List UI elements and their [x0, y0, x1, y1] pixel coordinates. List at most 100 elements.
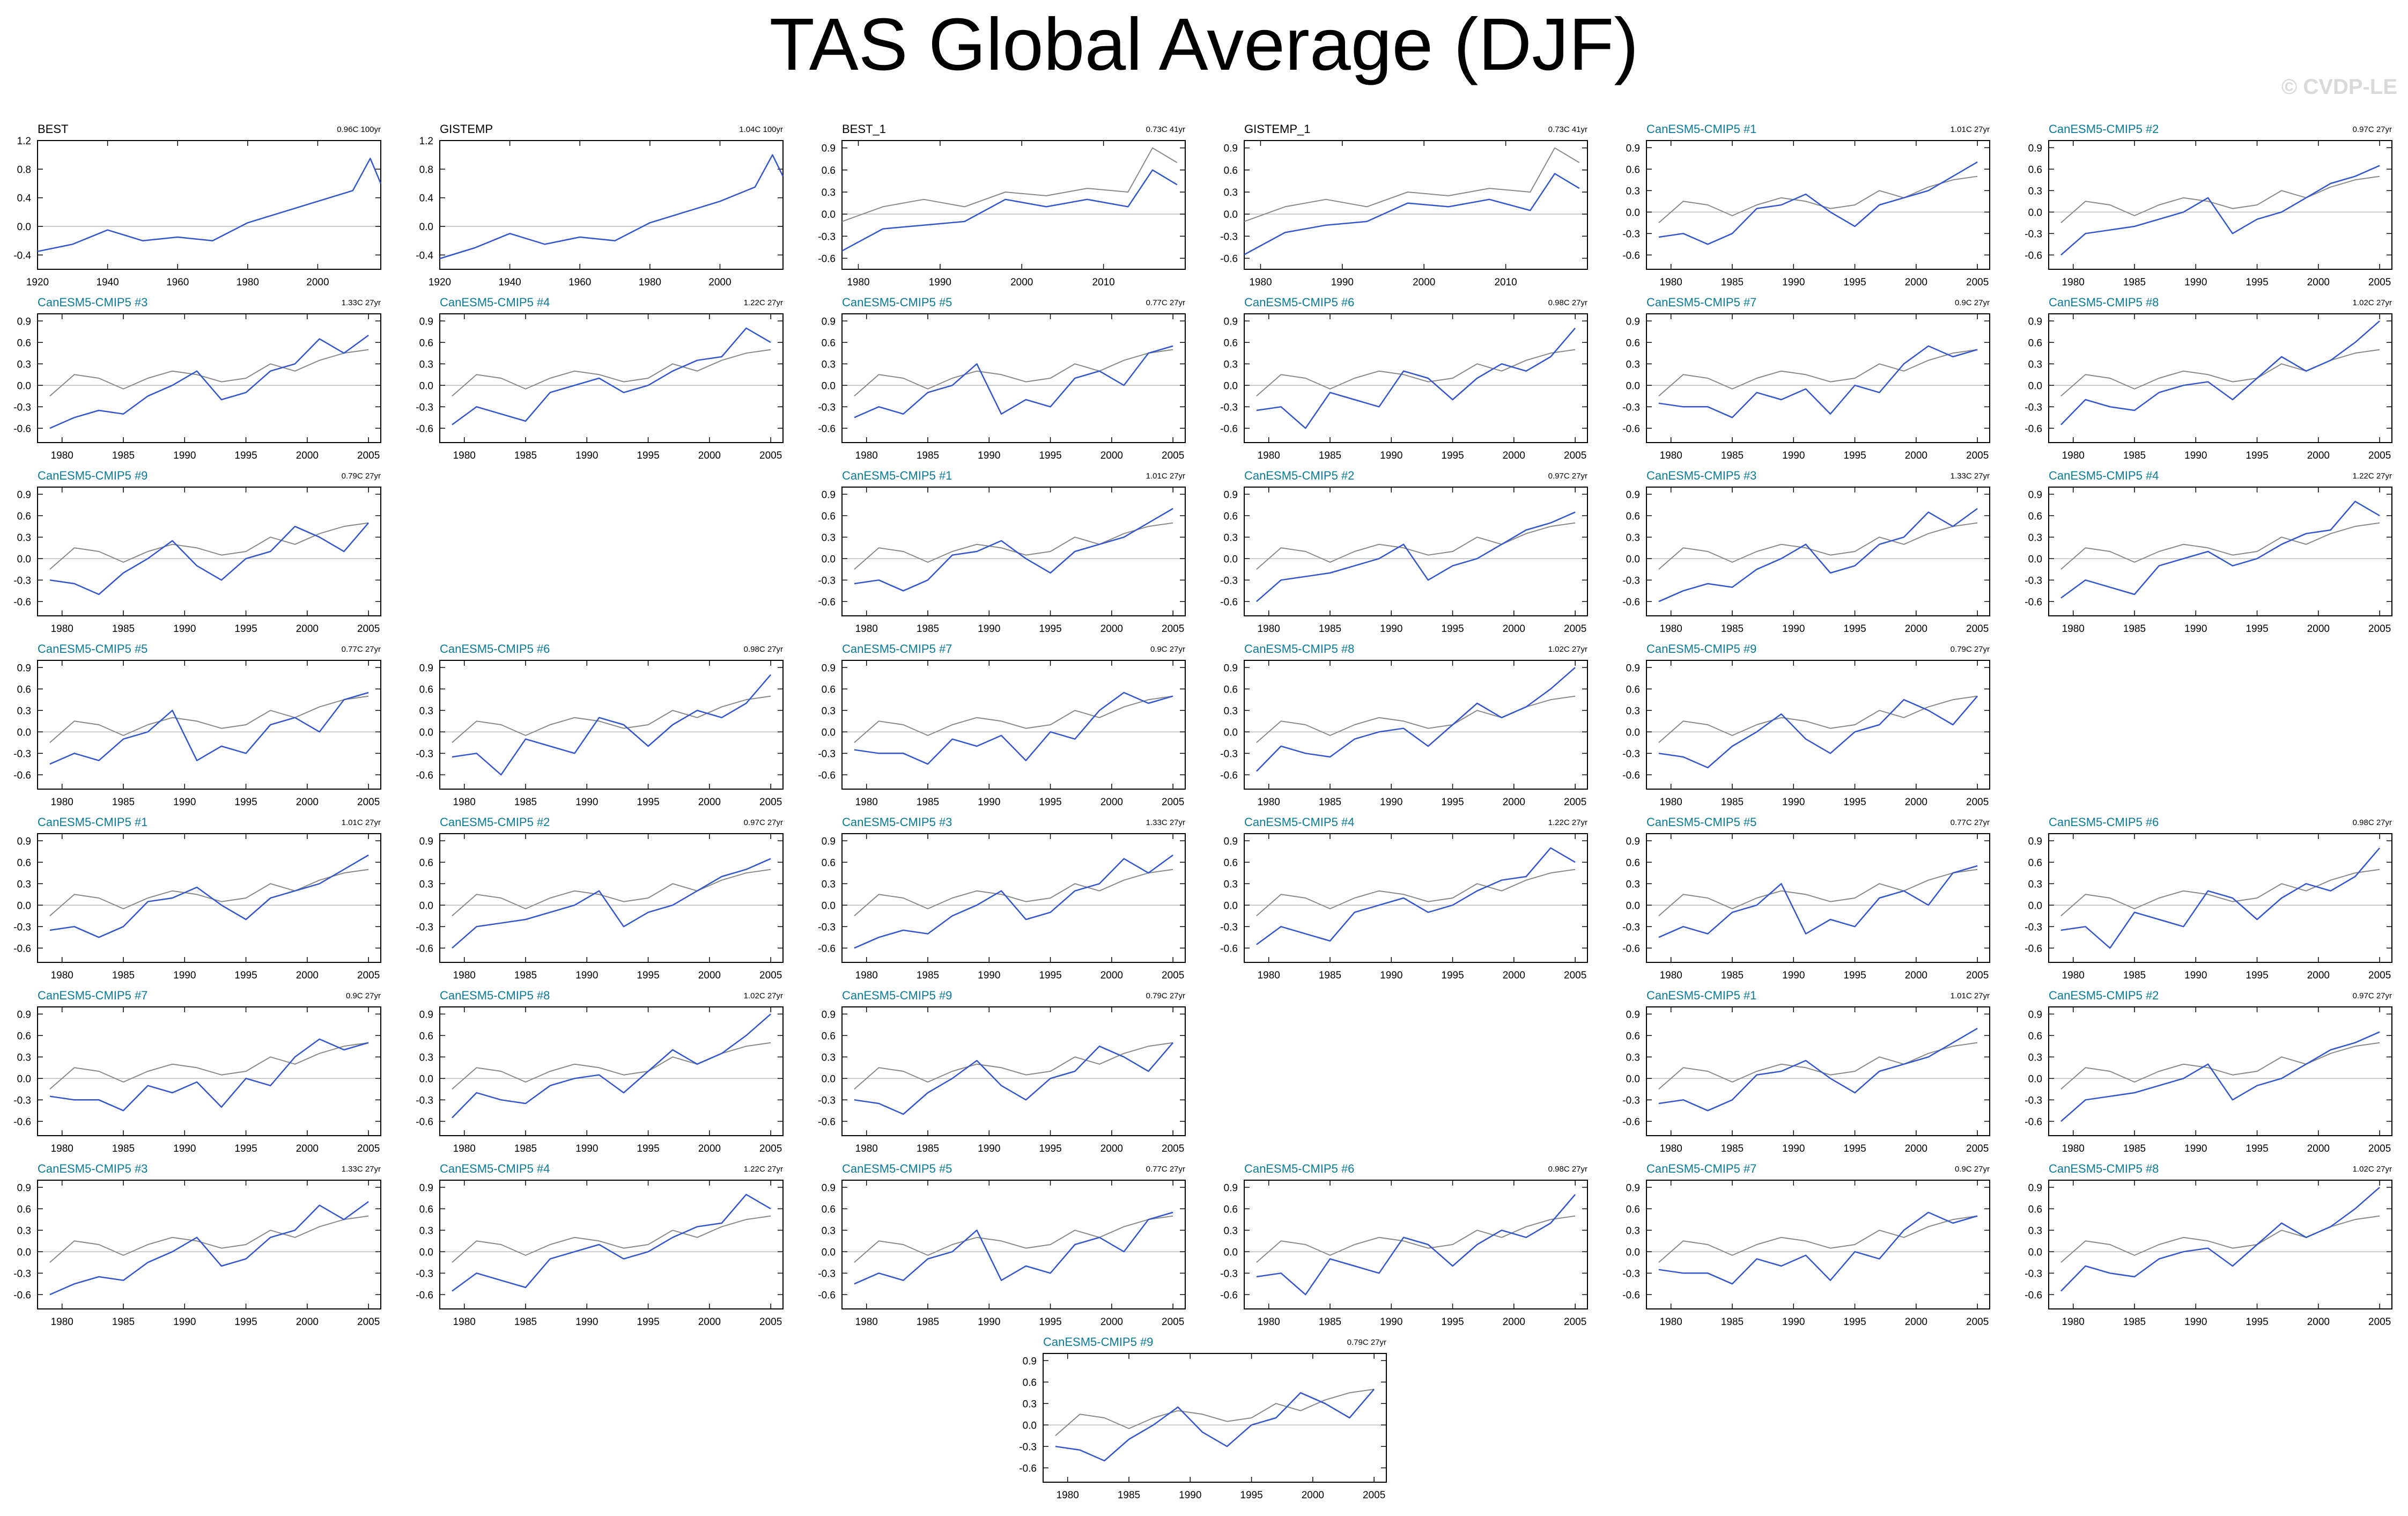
x-tick-label: 1995	[1843, 1143, 1866, 1154]
x-tick-label: 2005	[357, 1316, 380, 1328]
reference-series-line	[2060, 1215, 2380, 1263]
reference-series-line	[452, 349, 771, 397]
x-tick-label: 1985	[917, 970, 939, 981]
y-tick-label: 0.6	[822, 337, 836, 349]
series-line	[1256, 327, 1576, 429]
x-tick-label: 2000	[2307, 970, 2330, 981]
y-tick-label: 0.6	[1626, 857, 1640, 869]
x-tick-label: 1980	[51, 450, 73, 461]
x-tick-label: 1995	[1843, 623, 1866, 635]
series-line	[841, 169, 1178, 252]
panel-frame	[1043, 1353, 1387, 1483]
reference-series-line	[854, 349, 1173, 397]
panel-trend: 0.98C 27yr	[744, 645, 783, 654]
panel-label: CanESM5-CMIP5 #2	[2049, 989, 2159, 1002]
reference-series-line	[2060, 175, 2380, 224]
series-line	[1256, 847, 1576, 945]
reference-series-line	[1256, 695, 1576, 744]
x-tick-label: 1985	[1721, 1316, 1744, 1328]
reference-series-line	[2060, 522, 2380, 570]
reference-series-line	[49, 1042, 369, 1090]
x-tick-label: 1990	[2184, 277, 2207, 288]
reference-series-line	[1658, 175, 1978, 224]
panel-37: CanESM5-CMIP5 #6 0.98C 27yr -0.6 -0.3 0.0 0.3…	[1220, 1162, 1588, 1328]
panel-29: CanESM5-CMIP5 #7 0.9C 27yr -0.6 -0.3 0.0 0.3 0…	[13, 989, 381, 1154]
panel-frame	[841, 313, 1186, 443]
panel-frame	[1244, 1180, 1588, 1309]
reference-series-line	[854, 1215, 1173, 1263]
panel-1: BEST 0.96C 100yr -0.4 0.0 0.4 0.8 1.2 1920 1940 1…	[13, 122, 382, 288]
panel-trend: 0.9C 27yr	[346, 991, 381, 1000]
x-tick-label: 2000	[1100, 970, 1123, 981]
x-tick-label: 2000	[2307, 450, 2330, 461]
y-tick-label: 0.9	[2028, 143, 2042, 154]
y-tick-label: 0.3	[2028, 1052, 2042, 1063]
x-tick-label: 1985	[112, 970, 135, 981]
panel-label: CanESM5-CMIP5 #7	[1646, 296, 1756, 309]
panel-trend: 0.96C 100yr	[337, 125, 381, 134]
x-tick-label: 1995	[1441, 970, 1464, 981]
y-tick-label: -0.6	[1622, 423, 1640, 435]
x-tick-label: 2005	[2368, 1316, 2391, 1328]
y-tick-label: 0.3	[17, 1052, 31, 1063]
series-line	[1658, 1027, 1978, 1112]
x-tick-label: 2000	[1905, 970, 1927, 981]
panel-trend: 0.9C 27yr	[1955, 1165, 1990, 1174]
reference-series-line	[1658, 349, 1978, 397]
panel-28: CanESM5-CMIP5 #6 0.98C 27yr -0.6 -0.3 0.0 0.3…	[2025, 815, 2392, 981]
y-tick-label: 0.6	[17, 337, 31, 349]
panel-17: CanESM5-CMIP5 #4 1.22C 27yr -0.6 -0.3 0.0 0.3…	[2025, 469, 2392, 635]
y-tick-label: 0.6	[2028, 857, 2042, 869]
x-tick-label: 2005	[759, 450, 782, 461]
y-tick-label: 0.9	[17, 663, 31, 674]
x-tick-label: 1985	[514, 797, 537, 808]
x-tick-label: 1980	[1660, 450, 1682, 461]
reference-series-line	[452, 1215, 771, 1263]
panel-11: CanESM5-CMIP5 #7 0.9C 27yr -0.6 -0.3 0.0 0.3 0…	[1622, 296, 1990, 461]
x-tick-label: 2000	[1503, 623, 1525, 635]
x-tick-label: 1980	[237, 277, 259, 288]
credit-watermark: © CVDP-LE	[2281, 75, 2397, 99]
y-tick-label: -0.3	[818, 748, 836, 760]
y-tick-label: 0.0	[17, 1073, 31, 1085]
y-tick-label: 0.6	[822, 857, 836, 869]
x-tick-label: 2000	[296, 1316, 319, 1328]
x-tick-label: 1995	[1039, 450, 1061, 461]
x-tick-label: 1980	[1258, 450, 1280, 461]
x-tick-label: 2000	[1905, 450, 1927, 461]
x-tick-label: 2000	[296, 970, 319, 981]
x-tick-label: 1990	[1782, 1143, 1805, 1154]
panel-frame	[841, 833, 1186, 963]
y-tick-label: 0.3	[2028, 879, 2042, 890]
x-tick-label: 1995	[2246, 277, 2268, 288]
y-tick-label: 0.3	[2028, 186, 2042, 197]
y-tick-label: 0.0	[17, 900, 31, 911]
y-tick-label: 0.3	[822, 1225, 836, 1237]
x-tick-label: 1990	[575, 1143, 598, 1154]
x-tick-label: 1920	[429, 277, 451, 288]
x-tick-label: 1990	[2184, 1143, 2207, 1154]
y-tick-label: -0.3	[13, 575, 31, 586]
reference-series-line	[1658, 1215, 1978, 1263]
x-tick-label: 1990	[2184, 450, 2207, 461]
y-tick-label: 0.6	[822, 165, 836, 176]
panel-label: CanESM5-CMIP5 #5	[38, 642, 147, 656]
x-tick-label: 2000	[1905, 1143, 1927, 1154]
panel-frame	[841, 140, 1186, 270]
reference-series-line	[1055, 1388, 1375, 1437]
y-tick-label: -0.6	[2025, 1290, 2042, 1301]
x-tick-label: 2000	[1100, 797, 1123, 808]
panel-label: CanESM5-CMIP5 #3	[38, 296, 147, 309]
y-tick-label: 0.3	[419, 1225, 433, 1237]
x-tick-label: 2005	[1966, 450, 1989, 461]
x-tick-label: 1995	[234, 1316, 257, 1328]
series-line	[854, 1211, 1173, 1285]
panel-label: BEST	[38, 122, 68, 136]
x-tick-label: 1985	[1721, 970, 1744, 981]
panel-label: CanESM5-CMIP5 #8	[2049, 296, 2159, 309]
y-tick-label: 0.6	[1626, 511, 1640, 522]
x-tick-label: 1990	[1380, 797, 1402, 808]
y-tick-label: 0.3	[419, 359, 433, 370]
y-tick-label: 0.3	[419, 1052, 433, 1063]
y-tick-label: 0.9	[1224, 663, 1238, 674]
